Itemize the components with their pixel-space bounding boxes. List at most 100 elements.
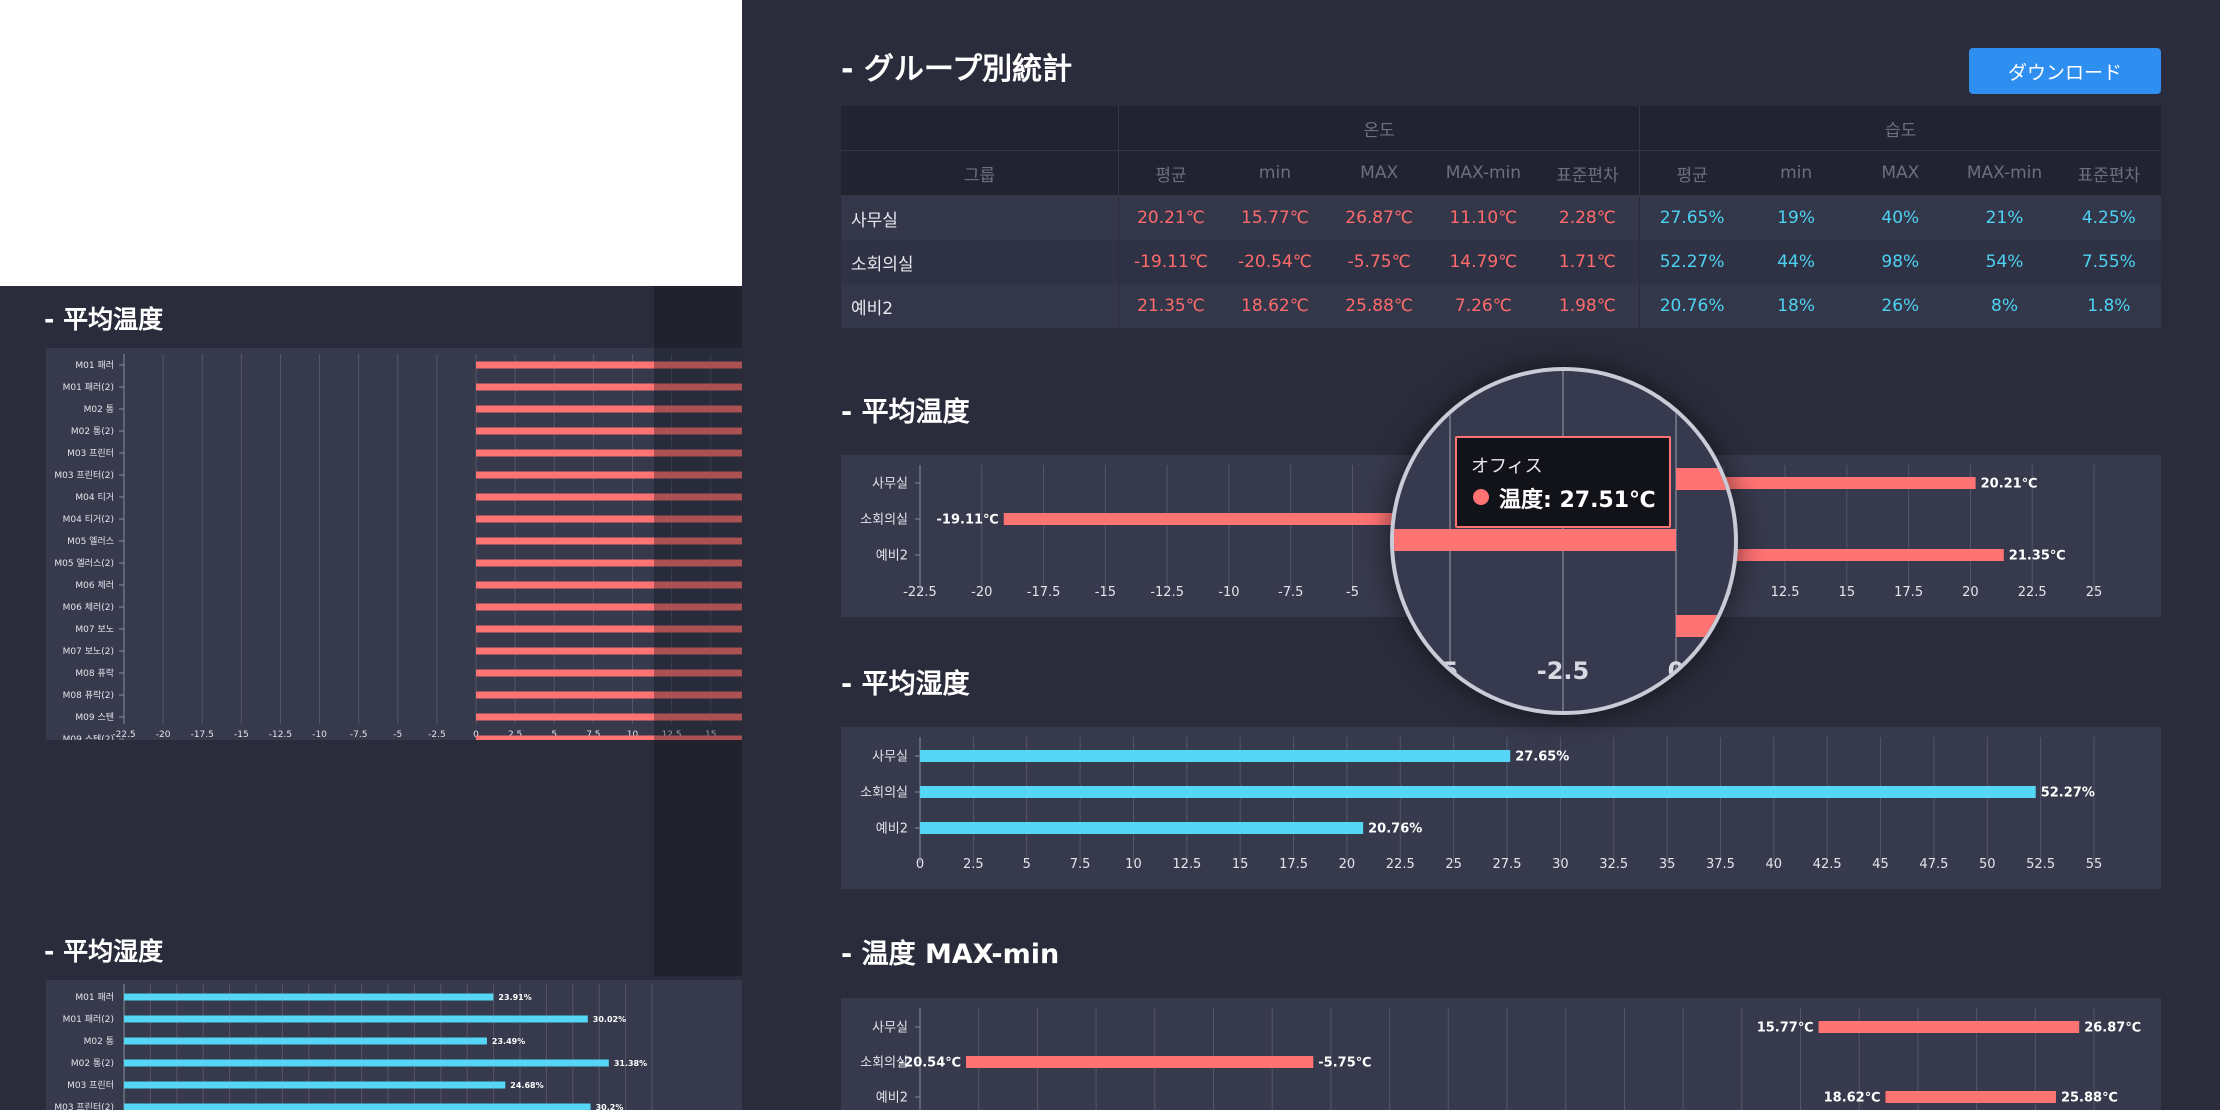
cell: 18%	[1743, 284, 1849, 328]
data-label: 27.65%	[1515, 750, 1569, 765]
x-tick-label: 17.5	[1894, 585, 1923, 600]
bar	[476, 691, 742, 699]
bar	[476, 515, 742, 523]
max-label: 25.88℃	[2061, 1091, 2118, 1106]
col-hum-min: min	[1743, 150, 1849, 196]
cell: 54%	[1952, 240, 2057, 284]
table-row[interactable]: 소회의실 -19.11℃ -20.54℃ -5.75℃ 14.79℃ 1.71℃…	[841, 240, 2161, 284]
x-tick-label: 45	[1872, 857, 1889, 872]
cell: 4.25%	[2056, 195, 2161, 240]
row-name: 사무실	[841, 195, 1120, 240]
category-label: M01 패러	[75, 992, 114, 1003]
data-label: 52.27%	[2041, 786, 2095, 801]
category-label: M05 엘러스(2)	[54, 558, 114, 569]
avg-hum-svg: 0 2.5 5 7.5 10 12.5 15 17.5 20 22.5 25 27.5 30 32.5 35…	[860, 737, 2102, 872]
cell: 20.76%	[1639, 284, 1744, 328]
tooltip-dot-icon	[1473, 489, 1489, 505]
data-label: 21.35℃	[2009, 549, 2066, 564]
category-label: 소회의실	[860, 1056, 908, 1071]
x-tick-label: -5	[1346, 585, 1359, 600]
category-label: M03 프린터(2)	[54, 470, 114, 481]
x-tick-label: -5	[393, 730, 402, 740]
category-label: M07 보노(2)	[63, 646, 114, 657]
cell: 1.98℃	[1535, 284, 1641, 328]
x-tick-label: 2.5	[963, 857, 984, 872]
x-tick-label: 15	[1232, 857, 1249, 872]
x-tick-label: 32.5	[1599, 857, 1628, 872]
category-label: M02 통	[84, 404, 114, 415]
table-row[interactable]: 예비2 21.35℃ 18.62℃ 25.88℃ 7.26℃ 1.98℃ 20.…	[841, 284, 2161, 328]
col-hum-std: 표준편차	[2056, 150, 2161, 196]
x-tick-label: 10	[1125, 857, 1142, 872]
x-tick-label: -22.5	[903, 585, 937, 600]
bar	[476, 405, 742, 413]
x-tick-label: 12.5	[662, 730, 682, 740]
bar	[476, 537, 742, 545]
bar	[476, 471, 742, 479]
cell: 19%	[1743, 195, 1849, 240]
x-tick-label: -10	[312, 730, 327, 740]
x-tick-label: 30	[1552, 857, 1569, 872]
x-tick-label: 10	[627, 730, 639, 740]
category-label: M03 프린터	[67, 448, 114, 459]
cell: -20.54℃	[1222, 240, 1328, 284]
col-temp-std: 표준편차	[1535, 150, 1641, 196]
cell: 14.79℃	[1431, 240, 1536, 284]
col-group: 그룹	[841, 150, 1120, 196]
bar	[1003, 513, 1477, 525]
col-hum-max: MAX	[1848, 150, 1953, 196]
category-label: M08 퓨락	[75, 667, 114, 679]
data-label: 30.02%	[593, 1015, 626, 1024]
tooltip: オフィス 温度: 27.51℃	[1455, 436, 1671, 528]
category-label: M01 패러(2)	[63, 382, 114, 393]
avg-temp-title: - 平均温度	[841, 397, 970, 428]
category-label: M02 통(2)	[71, 1058, 114, 1069]
cell: 11.10℃	[1431, 195, 1536, 240]
x-tick-label: -20	[156, 730, 171, 740]
x-tick-label: -12.5	[1150, 585, 1184, 600]
bar	[476, 603, 742, 611]
cell: 2.28℃	[1535, 195, 1641, 240]
x-tick-label: -2.5	[428, 730, 446, 740]
x-tick-label: -2.5	[1537, 657, 1589, 685]
range-bar	[966, 1056, 1314, 1068]
x-tick-label: -10	[1218, 585, 1239, 600]
range-bar	[1885, 1091, 2056, 1103]
max-label: 26.87℃	[2084, 1021, 2141, 1036]
bar	[476, 647, 742, 655]
min-label: 18.62℃	[1824, 1091, 1881, 1106]
x-tick-label: -17.5	[1027, 585, 1061, 600]
category-label: 소회의실	[860, 786, 908, 801]
x-tick-label: 17.5	[1279, 857, 1308, 872]
x-tick-label: 0	[916, 857, 924, 872]
category-label: M09 스텐	[75, 712, 114, 723]
bar	[124, 1103, 591, 1110]
data-label: 20.21℃	[1981, 477, 2038, 492]
download-button[interactable]: ダウンロード	[1969, 48, 2161, 94]
category-label: 소회의실	[860, 513, 908, 528]
bar	[124, 1081, 506, 1089]
x-tick-label: 15	[705, 730, 716, 740]
cell: 44%	[1743, 240, 1849, 284]
table-row[interactable]: 사무실 20.21℃ 15.77℃ 26.87℃ 11.10℃ 2.28℃ 27…	[841, 195, 2161, 240]
data-label: 23.91%	[498, 993, 531, 1002]
left-avg-temp-svg: -22.5 -20 -17.5 -15 -12.5 -10 -7.5 -5 -2.5 0 2.5 5 7…	[45, 354, 742, 877]
x-tick-label: -7.5	[350, 730, 368, 740]
category-label: M05 엘러스	[67, 536, 114, 547]
col-temp-max: MAX	[1327, 150, 1432, 196]
category-label: 사무실	[872, 477, 908, 492]
x-tick-label: 25	[1445, 857, 1462, 872]
cell: 40%	[1848, 195, 1953, 240]
bar	[124, 1037, 487, 1045]
data-label: 30.2%	[596, 1103, 624, 1110]
col-hum-range: MAX-min	[1952, 150, 2057, 196]
x-tick-label: -7.5	[1278, 585, 1303, 600]
cell: -19.11℃	[1118, 240, 1223, 284]
category-label: 예비2	[876, 822, 908, 837]
category-label: M08 퓨락(2)	[63, 689, 114, 701]
cell: -5.75℃	[1327, 240, 1432, 284]
col-temp-range: MAX-min	[1431, 150, 1536, 196]
x-tick-label: 20	[1339, 857, 1356, 872]
stats-title: - グループ別統計	[841, 52, 1073, 87]
category-label: M03 프린터(2)	[54, 1102, 114, 1110]
